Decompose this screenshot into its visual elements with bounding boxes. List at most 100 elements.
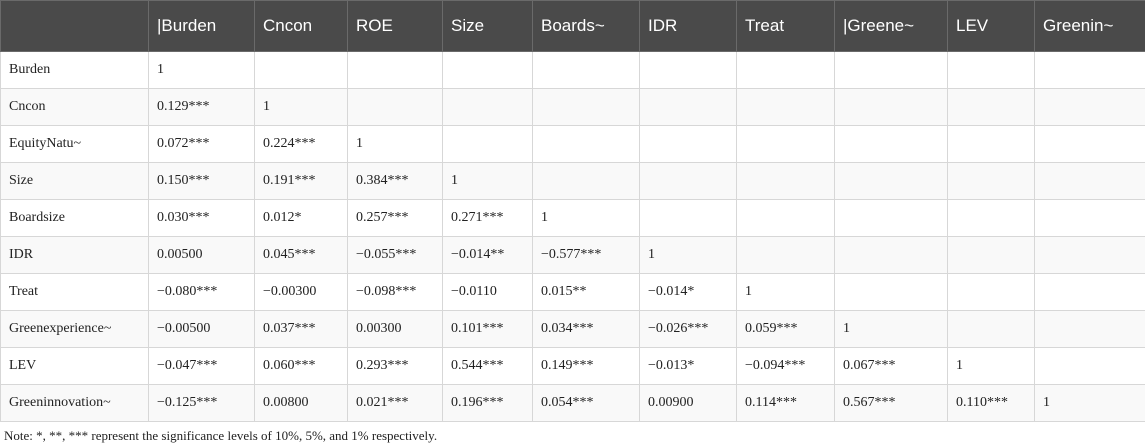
table-cell: 0.021*** <box>348 385 443 422</box>
header-cell-burden: |Burden <box>149 1 255 52</box>
header-cell-cncon: Cncon <box>255 1 348 52</box>
header-row: |Burden Cncon ROE Size Boards~ IDR Treat… <box>1 1 1145 52</box>
table-cell: 1 <box>1035 385 1145 422</box>
row-label-cell: Greenexperience~ <box>1 311 149 348</box>
table-note: Note: *, **, *** represent the significa… <box>0 422 1145 444</box>
header-cell-treat: Treat <box>737 1 835 52</box>
table-cell <box>948 126 1035 163</box>
table-cell: −0.00500 <box>149 311 255 348</box>
row-label-cell: IDR <box>1 237 149 274</box>
table-cell: 0.072*** <box>149 126 255 163</box>
table-cell <box>737 200 835 237</box>
table-cell: −0.0110 <box>443 274 533 311</box>
table-cell: 0.00300 <box>348 311 443 348</box>
table-cell: −0.014* <box>640 274 737 311</box>
table-cell: −0.013* <box>640 348 737 385</box>
table-row: Greeninnovation~ −0.125*** 0.00800 0.021***… <box>1 385 1145 422</box>
table-cell: 0.00500 <box>149 237 255 274</box>
table-cell <box>835 163 948 200</box>
table-cell: −0.047*** <box>149 348 255 385</box>
table-cell <box>948 311 1035 348</box>
table-cell <box>835 126 948 163</box>
table-cell <box>835 200 948 237</box>
table-cell <box>1035 200 1145 237</box>
table-cell: 1 <box>737 274 835 311</box>
correlation-table: |Burden Cncon ROE Size Boards~ IDR Treat… <box>0 0 1145 422</box>
table-cell: 0.114*** <box>737 385 835 422</box>
table-cell: 0.191*** <box>255 163 348 200</box>
table-cell: −0.014** <box>443 237 533 274</box>
table-cell <box>835 274 948 311</box>
table-cell <box>948 274 1035 311</box>
table-cell <box>737 126 835 163</box>
table-cell <box>948 200 1035 237</box>
table-cell: 0.034*** <box>533 311 640 348</box>
table-cell: −0.080*** <box>149 274 255 311</box>
table-cell <box>1035 311 1145 348</box>
header-cell-greeninnovation: Greenin~ <box>1035 1 1145 52</box>
row-label-cell: Greeninnovation~ <box>1 385 149 422</box>
table-cell <box>533 89 640 126</box>
table-cell <box>948 89 1035 126</box>
table-cell: 0.150*** <box>149 163 255 200</box>
table-cell: 0.067*** <box>835 348 948 385</box>
table-cell <box>443 52 533 89</box>
row-label-cell: LEV <box>1 348 149 385</box>
table-cell: 0.054*** <box>533 385 640 422</box>
table-cell <box>835 89 948 126</box>
table-cell <box>1035 89 1145 126</box>
header-cell-roe: ROE <box>348 1 443 52</box>
table-cell: 0.544*** <box>443 348 533 385</box>
table-cell: 1 <box>443 163 533 200</box>
table-row: Size 0.150*** 0.191*** 0.384*** 1 <box>1 163 1145 200</box>
table-cell <box>948 163 1035 200</box>
table-row: LEV −0.047*** 0.060*** 0.293*** 0.544*** 0.14… <box>1 348 1145 385</box>
table-cell: 0.149*** <box>533 348 640 385</box>
table-body: Burden 1 Cncon 0.129*** 1 EquityNatu~ 0.072***… <box>1 52 1145 422</box>
table-cell: 1 <box>835 311 948 348</box>
table-cell <box>1035 348 1145 385</box>
table-cell: 0.045*** <box>255 237 348 274</box>
table-cell: 0.129*** <box>149 89 255 126</box>
table-cell <box>640 126 737 163</box>
table-cell <box>640 89 737 126</box>
table-cell: 0.00800 <box>255 385 348 422</box>
header-cell-greenexperience: |Greene~ <box>835 1 948 52</box>
table-cell <box>255 52 348 89</box>
table-cell: 0.384*** <box>348 163 443 200</box>
table-cell: −0.00300 <box>255 274 348 311</box>
table-row: Greenexperience~ −0.00500 0.037*** 0.00300 0… <box>1 311 1145 348</box>
table-cell <box>737 89 835 126</box>
table-cell <box>1035 163 1145 200</box>
header-cell-boardsize: Boards~ <box>533 1 640 52</box>
row-label-cell: Treat <box>1 274 149 311</box>
table-row: IDR 0.00500 0.045*** −0.055*** −0.014** −0.57… <box>1 237 1145 274</box>
table-cell: 0.196*** <box>443 385 533 422</box>
table-cell <box>640 52 737 89</box>
table-cell: 0.567*** <box>835 385 948 422</box>
table-cell: 0.101*** <box>443 311 533 348</box>
table-cell <box>533 52 640 89</box>
table-cell: 0.037*** <box>255 311 348 348</box>
row-label-cell: Boardsize <box>1 200 149 237</box>
table-cell <box>640 200 737 237</box>
table-cell <box>737 52 835 89</box>
row-label-cell: Cncon <box>1 89 149 126</box>
table-cell <box>948 237 1035 274</box>
table-cell: 0.059*** <box>737 311 835 348</box>
table-cell: 0.012* <box>255 200 348 237</box>
table-cell: 0.015** <box>533 274 640 311</box>
table-cell: 0.030*** <box>149 200 255 237</box>
table-cell: 0.271*** <box>443 200 533 237</box>
table-cell: −0.094*** <box>737 348 835 385</box>
row-label-cell: EquityNatu~ <box>1 126 149 163</box>
table-cell: 1 <box>640 237 737 274</box>
table-cell: 0.00900 <box>640 385 737 422</box>
table-cell <box>348 52 443 89</box>
header-cell-corner <box>1 1 149 52</box>
table-cell: 0.060*** <box>255 348 348 385</box>
header-cell-idr: IDR <box>640 1 737 52</box>
table-cell: −0.125*** <box>149 385 255 422</box>
table-cell: 0.257*** <box>348 200 443 237</box>
table-cell: 0.293*** <box>348 348 443 385</box>
